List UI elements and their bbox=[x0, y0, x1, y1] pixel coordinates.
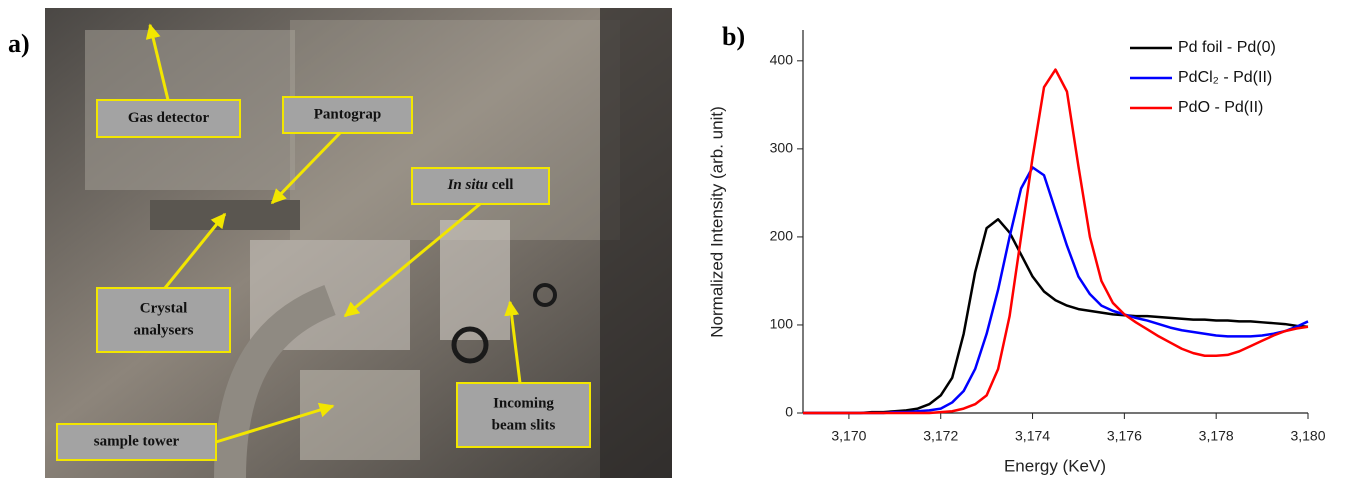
figure: Gas detector Pantograp In situ cell Crystal… bbox=[0, 0, 1363, 481]
callout-line: cell bbox=[492, 177, 514, 193]
y-tick-label: 200 bbox=[770, 228, 794, 244]
x-tick-label: 3,176 bbox=[1107, 428, 1142, 444]
x-tick-label: 3,172 bbox=[923, 428, 958, 444]
x-tick-label: 3,174 bbox=[1015, 428, 1050, 444]
panel-label: a) bbox=[8, 29, 30, 58]
callout-text: Crystal bbox=[140, 300, 188, 316]
x-tick-label: 3,170 bbox=[831, 428, 866, 444]
legend-label: PdO - Pd(II) bbox=[1178, 99, 1263, 116]
series-line bbox=[803, 70, 1308, 413]
panel-label: b) bbox=[722, 22, 745, 51]
x-tick-label: 3,178 bbox=[1199, 428, 1234, 444]
legend-label: Pd foil - Pd(0) bbox=[1178, 39, 1276, 56]
x-tick-label: 3,180 bbox=[1290, 428, 1325, 444]
y-tick-label: 100 bbox=[770, 316, 794, 332]
callout-text: Incoming bbox=[493, 395, 554, 411]
callout-text: Gas detector bbox=[128, 110, 210, 126]
y-tick-label: 400 bbox=[770, 52, 794, 68]
y-tick-label: 300 bbox=[770, 140, 794, 156]
callout-text: analysers bbox=[134, 322, 194, 338]
legend-label: PdCl₂ - Pd(II) bbox=[1178, 69, 1272, 86]
callout-text: Pantograp bbox=[314, 106, 382, 122]
callout-italic: In situ bbox=[447, 177, 488, 193]
callout-text: sample tower bbox=[94, 433, 180, 449]
callout-box bbox=[457, 383, 590, 447]
callout-text: In situ cell bbox=[447, 177, 514, 193]
series-line bbox=[803, 219, 1308, 413]
y-axis-title: Normalized Intensity (arb. unit) bbox=[707, 106, 726, 337]
callout-text: beam slits bbox=[492, 417, 556, 433]
series-line bbox=[803, 167, 1308, 413]
y-tick-label: 0 bbox=[785, 404, 793, 420]
x-axis-title: Energy (KeV) bbox=[1004, 456, 1106, 475]
callout-box bbox=[97, 288, 230, 352]
